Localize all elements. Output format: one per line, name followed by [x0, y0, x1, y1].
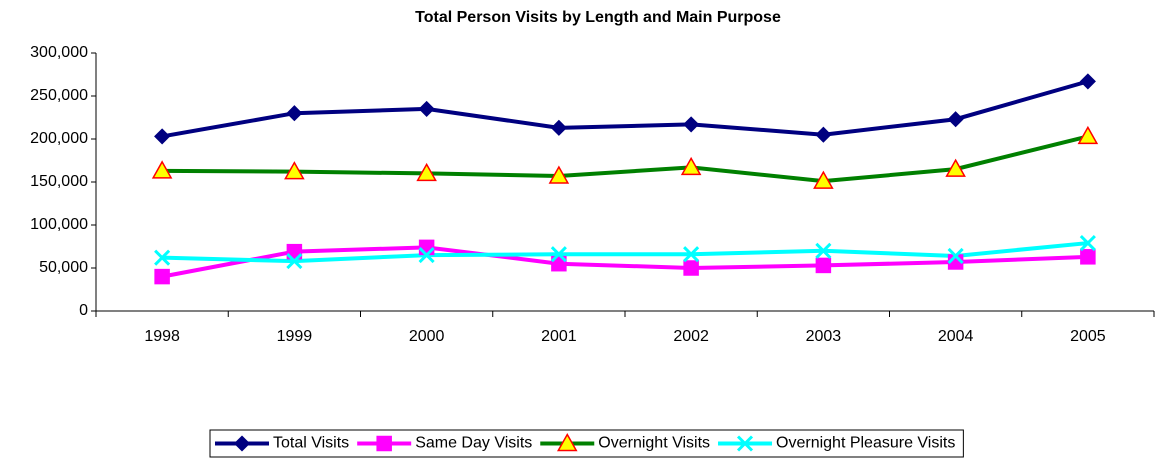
data-point	[551, 255, 567, 272]
legend-label: Same Day Visits	[415, 435, 532, 452]
data-point	[683, 246, 700, 263]
legend-item: Total Visits	[215, 435, 349, 452]
data-point	[947, 111, 964, 128]
data-point	[286, 243, 303, 260]
x-tick-label: 2003	[806, 328, 842, 345]
y-tick-label: 150,000	[30, 173, 88, 190]
data-point	[550, 119, 567, 136]
data-point	[418, 100, 435, 117]
legend-item: Overnight Visits	[540, 432, 710, 452]
legend-marker	[556, 432, 578, 452]
data-point	[683, 116, 700, 133]
y-tick-label: 50,000	[39, 259, 88, 276]
x-tick-label: 2000	[409, 328, 445, 345]
data-point	[286, 105, 303, 122]
x-tick-label: 2004	[938, 328, 974, 345]
legend-item: Overnight Pleasure Visits	[718, 435, 955, 452]
legend-label: Total Visits	[273, 435, 349, 452]
data-point	[683, 260, 699, 276]
x-tick-label: 1999	[277, 328, 313, 345]
series-line	[162, 134, 1089, 184]
data-point	[1080, 249, 1096, 265]
x-tick-label: 2001	[541, 328, 577, 345]
legend-label: Overnight Visits	[598, 435, 710, 452]
x-tick-label: 1998	[144, 328, 180, 345]
y-tick-label: 200,000	[30, 130, 88, 147]
data-point	[154, 268, 170, 285]
data-point	[815, 257, 832, 274]
data-point	[154, 128, 171, 145]
data-point	[548, 165, 570, 184]
data-point	[945, 158, 966, 177]
data-point	[947, 247, 964, 265]
data-point	[286, 253, 303, 270]
y-tick-label: 0	[79, 302, 88, 319]
data-point	[1079, 234, 1096, 252]
legend-label: Overnight Pleasure Visits	[776, 435, 955, 452]
series-line	[161, 79, 1089, 139]
legend-marker	[376, 435, 392, 452]
data-point	[151, 160, 173, 179]
legend-marker	[736, 435, 754, 452]
data-point	[418, 247, 435, 264]
x-tick-label: 2002	[673, 328, 709, 345]
data-point	[416, 162, 437, 182]
series-line	[161, 245, 1088, 279]
data-point	[284, 161, 305, 180]
data-point	[815, 242, 832, 259]
data-point	[1079, 73, 1096, 90]
y-tick-label: 250,000	[30, 87, 88, 104]
legend-item: Same Day Visits	[357, 435, 532, 452]
data-point	[550, 246, 567, 263]
x-tick-label: 2005	[1070, 328, 1106, 345]
y-tick-label: 300,000	[30, 44, 88, 61]
y-tick-label: 100,000	[30, 216, 88, 233]
chart-title: Total Person Visits by Length and Main P…	[415, 9, 781, 26]
data-point	[813, 170, 834, 189]
data-point	[815, 126, 832, 143]
series-line	[162, 241, 1089, 264]
data-point	[154, 249, 171, 266]
data-point	[1077, 125, 1099, 145]
data-point	[680, 156, 702, 176]
legend-marker	[233, 435, 251, 452]
